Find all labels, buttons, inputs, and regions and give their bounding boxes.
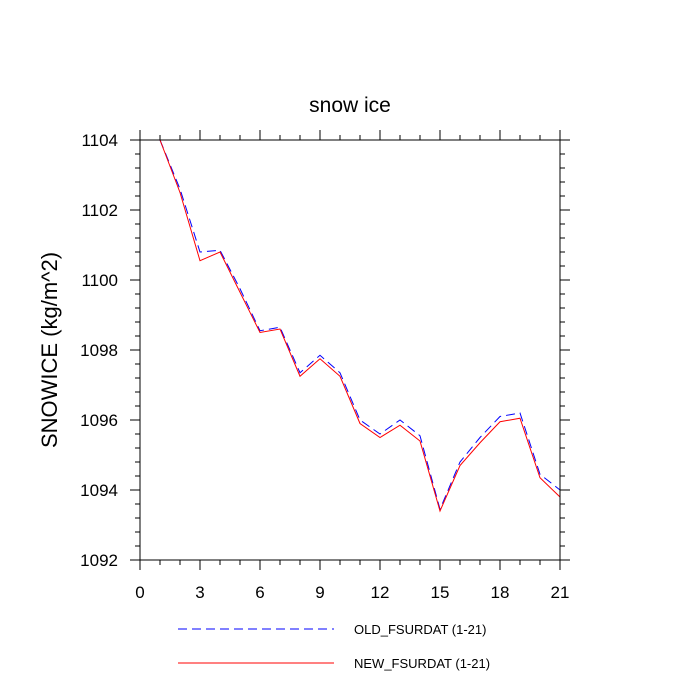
y-tick-label: 1100	[81, 271, 118, 290]
x-tick-label: 12	[371, 583, 390, 602]
legend-label-2: NEW_FSURDAT (1-21)	[354, 656, 490, 671]
x-tick-label: 9	[315, 583, 324, 602]
legend: OLD_FSURDAT (1-21) NEW_FSURDAT (1-21)	[178, 622, 490, 671]
y-tick-label: 1098	[80, 341, 118, 360]
chart-title: snow ice	[309, 94, 391, 117]
y-tick-label: 1102	[81, 201, 118, 220]
y-axis-label: SNOWICE (kg/m^2)	[37, 252, 62, 448]
x-tick-label: 15	[431, 583, 450, 602]
x-tick-label: 0	[135, 583, 144, 602]
series-line-1	[159, 139, 561, 511]
x-tick-label: 3	[195, 583, 204, 602]
plot-frame	[139, 139, 561, 561]
y-tick-label: 1104	[81, 131, 118, 150]
x-tick-label: 6	[255, 583, 264, 602]
series-lines	[159, 139, 561, 513]
y-tick-label: 1094	[80, 481, 118, 500]
series-line-2	[159, 139, 561, 513]
y-tick-label: 1092	[80, 551, 118, 570]
legend-label-1: OLD_FSURDAT (1-21)	[354, 622, 486, 637]
axis-ticks: 0 3 6 9 12 15 18 21 1092 1094 1096 1098 1100 1102 1104	[80, 130, 570, 602]
y-tick-label: 1096	[80, 411, 118, 430]
x-tick-label: 18	[491, 583, 510, 602]
x-tick-label: 21	[551, 583, 570, 602]
